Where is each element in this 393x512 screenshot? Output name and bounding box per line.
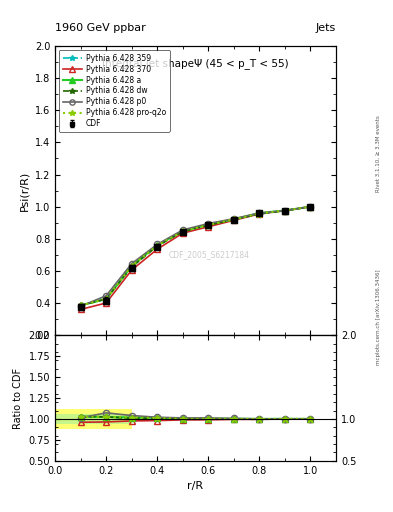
Pythia 6.428 dw	[155, 243, 160, 249]
Pythia 6.428 a	[155, 242, 160, 248]
Pythia 6.428 370	[206, 224, 211, 230]
Line: Pythia 6.428 dw: Pythia 6.428 dw	[77, 204, 314, 309]
Pythia 6.428 p0	[231, 216, 236, 222]
Line: Pythia 6.428 pro-q2o: Pythia 6.428 pro-q2o	[77, 204, 314, 309]
Pythia 6.428 pro-q2o	[257, 210, 262, 217]
Pythia 6.428 370	[180, 230, 185, 236]
Pythia 6.428 pro-q2o	[104, 296, 108, 302]
Pythia 6.428 a	[283, 207, 287, 214]
Pythia 6.428 359	[206, 222, 211, 228]
Pythia 6.428 370	[104, 300, 108, 306]
Pythia 6.428 p0	[155, 241, 160, 247]
Pythia 6.428 dw	[283, 207, 287, 214]
Pythia 6.428 pro-q2o	[231, 216, 236, 222]
Y-axis label: Psi(r/R): Psi(r/R)	[19, 170, 29, 211]
Pythia 6.428 dw	[180, 228, 185, 234]
Pythia 6.428 a	[206, 222, 211, 228]
Pythia 6.428 dw	[104, 296, 108, 302]
Text: Jets: Jets	[316, 23, 336, 33]
Line: Pythia 6.428 p0: Pythia 6.428 p0	[77, 204, 314, 309]
Pythia 6.428 pro-q2o	[206, 222, 211, 228]
Pythia 6.428 a	[129, 263, 134, 269]
Pythia 6.428 370	[155, 246, 160, 252]
Pythia 6.428 a	[308, 204, 313, 210]
Text: CDF_2005_S6217184: CDF_2005_S6217184	[169, 250, 250, 259]
Pythia 6.428 359	[180, 228, 185, 234]
Pythia 6.428 a	[180, 228, 185, 234]
Text: Integral jet shapeΨ (45 < p_T < 55): Integral jet shapeΨ (45 < p_T < 55)	[102, 58, 289, 69]
Pythia 6.428 359	[104, 296, 108, 302]
Pythia 6.428 pro-q2o	[308, 204, 313, 210]
Pythia 6.428 p0	[129, 261, 134, 267]
Pythia 6.428 p0	[180, 227, 185, 233]
Pythia 6.428 370	[78, 306, 83, 312]
Legend: Pythia 6.428 359, Pythia 6.428 370, Pythia 6.428 a, Pythia 6.428 dw, Pythia 6.42: Pythia 6.428 359, Pythia 6.428 370, Pyth…	[59, 50, 170, 132]
Pythia 6.428 a	[231, 216, 236, 222]
Text: mcplots.cern.ch [arXiv:1306.3436]: mcplots.cern.ch [arXiv:1306.3436]	[376, 270, 381, 365]
Pythia 6.428 a	[104, 296, 108, 302]
Pythia 6.428 pro-q2o	[180, 228, 185, 234]
Pythia 6.428 359	[231, 217, 236, 223]
Pythia 6.428 370	[257, 211, 262, 217]
Pythia 6.428 370	[308, 204, 313, 210]
Pythia 6.428 p0	[257, 210, 262, 216]
Text: 1960 GeV ppbar: 1960 GeV ppbar	[55, 23, 146, 33]
Pythia 6.428 p0	[283, 207, 287, 214]
Pythia 6.428 a	[257, 210, 262, 216]
Pythia 6.428 dw	[257, 211, 262, 217]
Pythia 6.428 dw	[308, 204, 313, 210]
Pythia 6.428 370	[283, 207, 287, 214]
X-axis label: r/R: r/R	[187, 481, 204, 491]
Pythia 6.428 359	[78, 303, 83, 309]
Pythia 6.428 dw	[129, 264, 134, 270]
Pythia 6.428 359	[129, 264, 134, 270]
Pythia 6.428 p0	[206, 221, 211, 227]
Pythia 6.428 p0	[104, 293, 108, 299]
Pythia 6.428 dw	[78, 303, 83, 309]
Pythia 6.428 pro-q2o	[283, 207, 287, 214]
Pythia 6.428 359	[155, 243, 160, 249]
Y-axis label: Ratio to CDF: Ratio to CDF	[13, 368, 23, 429]
Pythia 6.428 p0	[78, 303, 83, 309]
Text: Rivet 3.1.10, ≥ 3.3M events: Rivet 3.1.10, ≥ 3.3M events	[376, 115, 381, 192]
Pythia 6.428 359	[283, 207, 287, 214]
Pythia 6.428 359	[308, 204, 313, 210]
Pythia 6.428 a	[78, 303, 83, 309]
Pythia 6.428 370	[129, 267, 134, 273]
Pythia 6.428 370	[231, 217, 236, 223]
Line: Pythia 6.428 370: Pythia 6.428 370	[77, 204, 314, 312]
Pythia 6.428 dw	[231, 217, 236, 223]
Line: Pythia 6.428 a: Pythia 6.428 a	[77, 204, 314, 309]
Pythia 6.428 359	[257, 211, 262, 217]
Pythia 6.428 pro-q2o	[129, 263, 134, 269]
Pythia 6.428 p0	[308, 204, 313, 210]
Pythia 6.428 pro-q2o	[78, 303, 83, 309]
Line: Pythia 6.428 359: Pythia 6.428 359	[77, 204, 314, 309]
Pythia 6.428 pro-q2o	[155, 243, 160, 249]
Pythia 6.428 dw	[206, 222, 211, 228]
